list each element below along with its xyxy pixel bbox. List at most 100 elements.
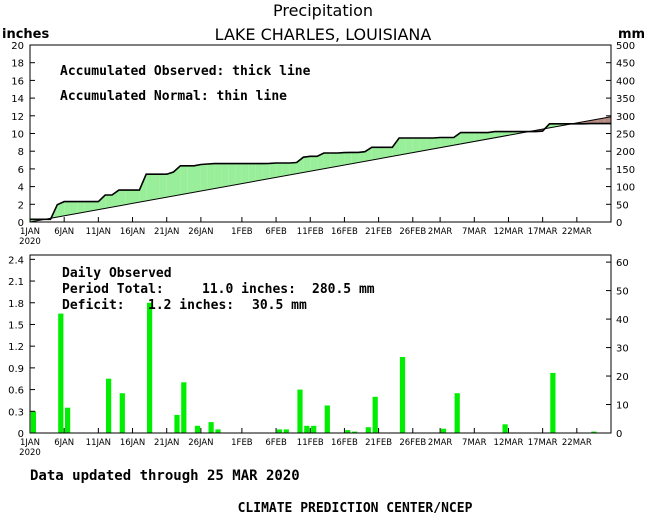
year-label: 2020 (19, 237, 41, 247)
surplus-area (282, 163, 290, 177)
daily-bar (215, 429, 221, 433)
surplus-area (125, 190, 133, 205)
daily-bar (502, 424, 508, 433)
x-tick-label: 2MAR (428, 227, 453, 237)
y-right-tick-label: 200 (616, 147, 635, 158)
y-tick-label: 6 (18, 165, 24, 176)
daily-observed-label: Daily Observed (62, 266, 172, 281)
y-right-tick-label: 20 (616, 372, 629, 383)
surplus-area (221, 163, 229, 188)
surplus-area (98, 195, 106, 210)
surplus-area (467, 132, 475, 143)
y-tick-label: 1.8 (8, 299, 24, 310)
period-total-label: Period Total: (62, 282, 164, 297)
y-tick-label: 18 (11, 59, 24, 70)
surplus-area (180, 165, 188, 195)
daily-bar (440, 428, 447, 433)
deficit-inches: 1.2 inches: (148, 298, 234, 313)
daily-bar (194, 425, 201, 433)
y-right-tick-label: 10 (616, 401, 629, 412)
surplus-area (371, 147, 379, 161)
x-tick-label: 1JAN (20, 438, 40, 448)
bottom-y-axis: 0 0.3 0.6 0.9 1.2 1.5 1.8 2.1 2.4 0 10 20 30 40 50 60 (8, 255, 629, 440)
x-tick-label: 16JAN (120, 438, 145, 448)
x-tick-label: 2MAR (428, 438, 453, 448)
surplus-area (323, 153, 331, 169)
daily-bar (58, 313, 64, 433)
surplus-area (385, 147, 393, 158)
y-tick-label: 1.2 (8, 342, 24, 353)
daily-bar (591, 431, 597, 433)
x-tick-label: 6FEB (265, 227, 287, 237)
surplus-area (139, 174, 147, 203)
top-y-axis: 0246810121416182005010015020025030035040… (11, 41, 635, 229)
observed-accumulation-line (30, 122, 611, 221)
surplus-area (248, 163, 256, 183)
accumulated-precip-plot: 0246810121416182005010015020025030035040… (11, 41, 635, 247)
y-tick-label: 16 (11, 76, 24, 87)
surplus-area (481, 132, 488, 141)
surplus-area (159, 174, 167, 199)
surplus-area (71, 201, 78, 215)
surplus-area (241, 163, 249, 184)
surplus-area (337, 152, 345, 167)
accumulation-lines (29, 116, 612, 223)
surplus-area (105, 195, 112, 209)
daily-bar (174, 414, 180, 433)
daily-bar (65, 407, 71, 433)
top-annotation-observed: Accumulated Observed: thick line (60, 64, 311, 79)
daily-bar (147, 302, 153, 433)
surplus-area (146, 174, 153, 201)
x-tick-label: 11JAN (86, 227, 111, 237)
x-tick-label: 1FEB (231, 438, 253, 448)
surplus-area (303, 156, 311, 173)
y-tick-label: 14 (11, 94, 24, 105)
surplus-area (447, 137, 454, 147)
left-unit-label: inches (2, 27, 49, 42)
x-tick-label: 16JAN (120, 227, 145, 237)
surplus-area (474, 132, 482, 142)
y-tick-label: 1.5 (8, 320, 24, 331)
surplus-area (173, 165, 181, 196)
surplus-area (64, 201, 71, 216)
daily-bar (352, 431, 358, 433)
x-tick-label: 11FEB (297, 227, 324, 237)
surplus-area (255, 163, 263, 182)
daily-bar (550, 372, 556, 433)
daily-bar (365, 427, 371, 433)
x-tick-label: 11FEB (297, 438, 324, 448)
daily-bar (106, 378, 112, 433)
surplus-area (77, 201, 85, 214)
x-tick-label: 7MAR (462, 438, 487, 448)
surplus-area (207, 163, 215, 190)
y-tick-label: 12 (11, 112, 24, 123)
bottom-plot-frame (29, 254, 612, 434)
surplus-area (426, 138, 434, 151)
figure-subtitle: LAKE CHARLES, LOUISIANA (215, 25, 432, 44)
y-right-tick-label: 300 (616, 112, 635, 123)
x-tick-label: 22MAR (562, 438, 592, 448)
credit-line: CLIMATE PREDICTION CENTER/NCEP (238, 501, 473, 516)
surplus-area (57, 201, 65, 217)
surplus-area (433, 137, 441, 149)
x-tick-label: 26JAN (188, 227, 213, 237)
y-right-tick-label: 50 (616, 287, 629, 298)
surplus-area (453, 132, 461, 146)
y-tick-label: 8 (18, 147, 24, 158)
x-tick-label: 21FEB (365, 227, 392, 237)
surplus-area (194, 164, 201, 193)
data-updated-note: Data updated through 25 MAR 2020 (30, 468, 300, 484)
x-tick-label: 16FEB (331, 438, 358, 448)
surplus-area (153, 174, 160, 200)
x-tick-label: 22MAR (562, 227, 592, 237)
surplus-area (440, 137, 447, 148)
daily-bar (119, 393, 125, 433)
period-total-inches: 11.0 inches: (202, 282, 296, 297)
y-tick-label: 2.1 (8, 277, 24, 288)
surplus-area (351, 152, 359, 164)
y-right-tick-label: 40 (616, 315, 629, 326)
x-tick-label: 12MAR (494, 438, 524, 448)
surplus-area (494, 131, 502, 138)
x-tick-label: 17MAR (528, 227, 558, 237)
